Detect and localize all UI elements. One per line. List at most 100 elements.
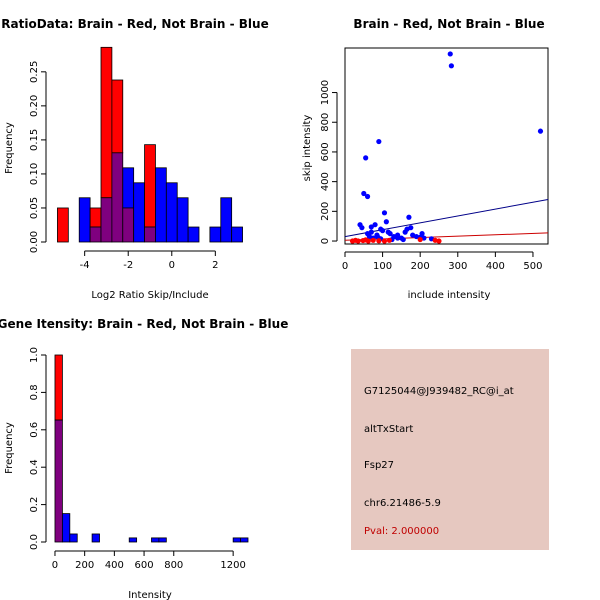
ratio-hist-x-tick-label: -2 — [123, 260, 133, 271]
intensity-hist-bar-not-brain — [158, 537, 167, 543]
intensity-hist-bar-not-brain — [91, 533, 100, 543]
ratio-hist-y-tick-label: 0.10 — [29, 163, 40, 185]
ratio-hist-bar-not-brain — [176, 197, 189, 243]
ratio-hist-bar-not-brain — [209, 226, 222, 243]
ratio-histogram-panel: RatioData: Brain - Red, Not Brain - Blue… — [1, 17, 268, 301]
scatter-x-tick-label: 300 — [448, 261, 467, 272]
scatter-point-brain — [436, 238, 442, 244]
scatter-point-not-brain — [447, 51, 453, 57]
scatter-y-tick-label: 200 — [320, 202, 331, 221]
intensity-hist-bar-not-brain — [240, 537, 249, 543]
scatter-point-brain — [386, 237, 392, 243]
ratio-hist-x-tick-label: 2 — [212, 260, 218, 271]
ratio-hist-y-tick-label: 0.00 — [29, 231, 40, 253]
ratio-hist-bar-not-brain — [220, 197, 233, 243]
scatter-y-tick-label: 0 — [320, 238, 331, 244]
intensity-hist-y-tick-label: 0.6 — [29, 422, 40, 438]
scatter-point-not-brain — [363, 155, 369, 161]
genomic-location: chr6.21486-5.9 — [364, 498, 441, 509]
intensity-hist-bar-overlap — [54, 419, 63, 543]
scatter-point-not-brain — [404, 226, 410, 232]
ratio-hist-title: RatioData: Brain - Red, Not Brain - Blue — [1, 17, 268, 31]
ratio-hist-bar-overlap — [144, 226, 156, 243]
intensity-hist-x-tick-label: 1200 — [220, 560, 245, 571]
intensity-hist-xlabel: Intensity — [128, 590, 172, 600]
scatter-y-tick-label: 400 — [320, 172, 331, 191]
ratio-hist-bar-not-brain — [133, 182, 145, 243]
ratio-hist-bar-overlap — [100, 197, 113, 243]
ratio-hist-axes: -4 -2 0 2 0.00 0.05 0.10 0.15 0.20 0.25 — [29, 61, 219, 271]
intensity-hist-x-tick-label: 400 — [105, 560, 124, 571]
intensity-hist-bars — [54, 354, 249, 543]
scatter-point-not-brain — [406, 214, 412, 220]
intensity-hist-y-tick-label: 1.0 — [29, 347, 40, 363]
ratio-hist-bars — [57, 46, 243, 243]
scatter-point-not-brain — [368, 224, 374, 230]
ratio-hist-bar-not-brain — [165, 182, 178, 243]
scatter-point-brain — [376, 238, 382, 244]
scatter-point-not-brain — [379, 228, 386, 234]
intensity-hist-y-tick-label: 0.2 — [29, 497, 40, 513]
ratio-hist-y-tick-label: 0.20 — [29, 95, 40, 117]
intensity-hist-x-tick-label: 0 — [52, 560, 58, 571]
intensity-hist-x-tick-label: 600 — [135, 560, 154, 571]
probe-info-panel: G7125044@J939482_RC@i_at altTxStart Fsp2… — [351, 349, 549, 550]
intensity-hist-axes: 0 200 400 600 800 1200 0.0 0.2 0.4 0.6 0.8 1.0 — [29, 347, 246, 571]
ratio-hist-bar-not-brain — [78, 197, 91, 243]
ratio-hist-xlabel: Log2 Ratio Skip/Include — [91, 290, 208, 301]
scatter-plot-box — [344, 47, 549, 245]
scatter-point-brain — [370, 237, 376, 243]
ratio-hist-bar-overlap — [122, 207, 135, 243]
ratio-hist-bar-not-brain — [122, 167, 135, 209]
p-value: Pval: 2.000000 — [364, 526, 440, 537]
intensity-hist-x-tick-label: 200 — [75, 560, 94, 571]
intensity-hist-ylabel: Frequency — [4, 422, 15, 474]
scatter-point-not-brain — [448, 63, 454, 69]
intensity-hist-x-tick-label: 800 — [164, 560, 183, 571]
scatter-point-not-brain — [361, 190, 367, 197]
ratio-hist-bar-brain — [57, 207, 69, 243]
intensity-hist-y-tick-label: 0.4 — [29, 459, 40, 475]
scatter-x-tick-label: 400 — [486, 261, 505, 272]
scatter-point-not-brain — [376, 138, 382, 145]
ratio-hist-bar-brain — [100, 46, 113, 199]
intensity-hist-bar-brain — [54, 354, 63, 421]
gene-name: Fsp27 — [364, 460, 395, 471]
ratio-hist-y-tick-label: 0.25 — [29, 61, 40, 83]
scatter-x-tick-label: 100 — [373, 261, 392, 272]
intensity-histogram-panel: Gene Itensity: Brain - Red, Not Brain - … — [0, 317, 288, 600]
intensity-hist-y-tick-label: 0.0 — [29, 534, 40, 550]
ratio-hist-bar-brain — [111, 79, 124, 154]
intensity-hist-bar-not-brain — [69, 533, 78, 543]
scatter-point-not-brain — [395, 232, 401, 238]
scatter-panel: Brain - Red, Not Brain - Blue 0 100 200 300… — [302, 17, 549, 301]
probe-id: G7125044@J939482_RC@i_at — [364, 386, 514, 397]
scatter-point-not-brain — [400, 236, 406, 243]
scatter-point-not-brain — [359, 225, 365, 231]
scatter-y-tick-label: 800 — [320, 113, 331, 132]
scatter-point-not-brain — [383, 219, 389, 225]
ratio-hist-bar-not-brain — [231, 226, 243, 243]
ratio-hist-x-tick-label: -4 — [80, 260, 90, 271]
scatter-point-not-brain — [385, 229, 391, 235]
scatter-axes: 0 100 200 300 400 500 0 200 400 600 800 1000 — [320, 80, 543, 272]
event-type: altTxStart — [364, 424, 414, 435]
scatter-point-brain — [355, 238, 361, 244]
intensity-hist-bar-not-brain — [128, 537, 138, 543]
scatter-point-not-brain — [364, 193, 371, 200]
scatter-fit-line-not-brain — [344, 198, 549, 238]
scatter-point-not-brain — [537, 128, 544, 134]
intensity-hist-title: Gene Itensity: Brain - Red, Not Brain - … — [0, 317, 288, 331]
ratio-hist-bar-brain — [89, 207, 102, 228]
ratio-hist-bar-overlap — [89, 226, 102, 243]
scatter-title: Brain - Red, Not Brain - Blue — [353, 17, 544, 31]
scatter-point-not-brain — [368, 229, 374, 235]
scatter-point-brain — [417, 236, 423, 243]
ratio-hist-y-tick-label: 0.15 — [29, 129, 40, 151]
intensity-hist-bar-not-brain — [232, 537, 241, 543]
scatter-point-brain — [381, 238, 388, 244]
ratio-hist-y-tick-label: 0.05 — [29, 197, 40, 219]
scatter-point-not-brain — [419, 231, 425, 237]
scatter-points — [349, 51, 544, 244]
